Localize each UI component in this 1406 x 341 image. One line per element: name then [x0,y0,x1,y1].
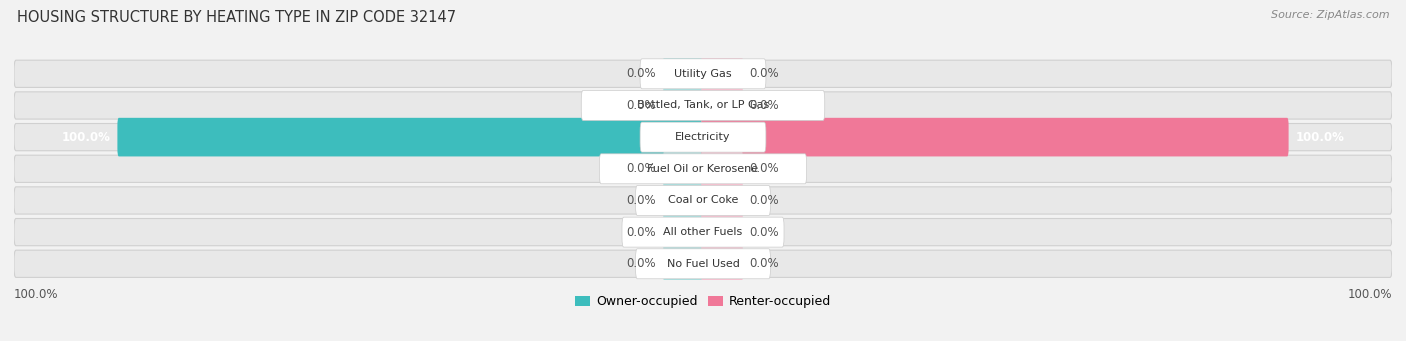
Text: Source: ZipAtlas.com: Source: ZipAtlas.com [1271,10,1389,20]
Text: 0.0%: 0.0% [749,67,779,80]
FancyBboxPatch shape [14,250,1392,278]
Text: 0.0%: 0.0% [749,257,779,270]
FancyBboxPatch shape [14,219,1392,246]
Text: No Fuel Used: No Fuel Used [666,259,740,269]
FancyBboxPatch shape [621,217,785,247]
FancyBboxPatch shape [581,90,825,120]
FancyBboxPatch shape [702,181,742,220]
Text: 0.0%: 0.0% [627,162,657,175]
Text: 0.0%: 0.0% [627,194,657,207]
FancyBboxPatch shape [702,244,742,283]
Text: 100.0%: 100.0% [62,131,111,144]
FancyBboxPatch shape [664,149,704,188]
FancyBboxPatch shape [702,55,742,93]
Text: Electricity: Electricity [675,132,731,142]
FancyBboxPatch shape [599,154,807,184]
Text: All other Fuels: All other Fuels [664,227,742,237]
Text: 0.0%: 0.0% [749,194,779,207]
Text: 0.0%: 0.0% [627,99,657,112]
Legend: Owner-occupied, Renter-occupied: Owner-occupied, Renter-occupied [569,290,837,313]
FancyBboxPatch shape [117,118,704,157]
FancyBboxPatch shape [664,55,704,93]
Text: 100.0%: 100.0% [1347,287,1392,300]
FancyBboxPatch shape [702,149,742,188]
Text: 0.0%: 0.0% [627,226,657,239]
FancyBboxPatch shape [636,249,770,279]
FancyBboxPatch shape [702,213,742,251]
Text: 100.0%: 100.0% [14,287,59,300]
Text: 0.0%: 0.0% [749,162,779,175]
FancyBboxPatch shape [640,59,766,89]
Text: 0.0%: 0.0% [749,99,779,112]
Text: Fuel Oil or Kerosene: Fuel Oil or Kerosene [647,164,759,174]
FancyBboxPatch shape [14,123,1392,151]
Text: Utility Gas: Utility Gas [675,69,731,79]
FancyBboxPatch shape [664,181,704,220]
FancyBboxPatch shape [664,244,704,283]
FancyBboxPatch shape [640,122,766,152]
Text: Bottled, Tank, or LP Gas: Bottled, Tank, or LP Gas [637,101,769,110]
Text: 0.0%: 0.0% [627,257,657,270]
FancyBboxPatch shape [636,186,770,216]
Text: HOUSING STRUCTURE BY HEATING TYPE IN ZIP CODE 32147: HOUSING STRUCTURE BY HEATING TYPE IN ZIP… [17,10,456,25]
Text: 0.0%: 0.0% [749,226,779,239]
FancyBboxPatch shape [702,118,1289,157]
Text: 0.0%: 0.0% [627,67,657,80]
FancyBboxPatch shape [14,187,1392,214]
FancyBboxPatch shape [14,92,1392,119]
FancyBboxPatch shape [14,60,1392,87]
FancyBboxPatch shape [702,86,742,125]
FancyBboxPatch shape [14,155,1392,182]
FancyBboxPatch shape [664,213,704,251]
Text: Coal or Coke: Coal or Coke [668,195,738,206]
Text: 100.0%: 100.0% [1295,131,1344,144]
FancyBboxPatch shape [664,86,704,125]
